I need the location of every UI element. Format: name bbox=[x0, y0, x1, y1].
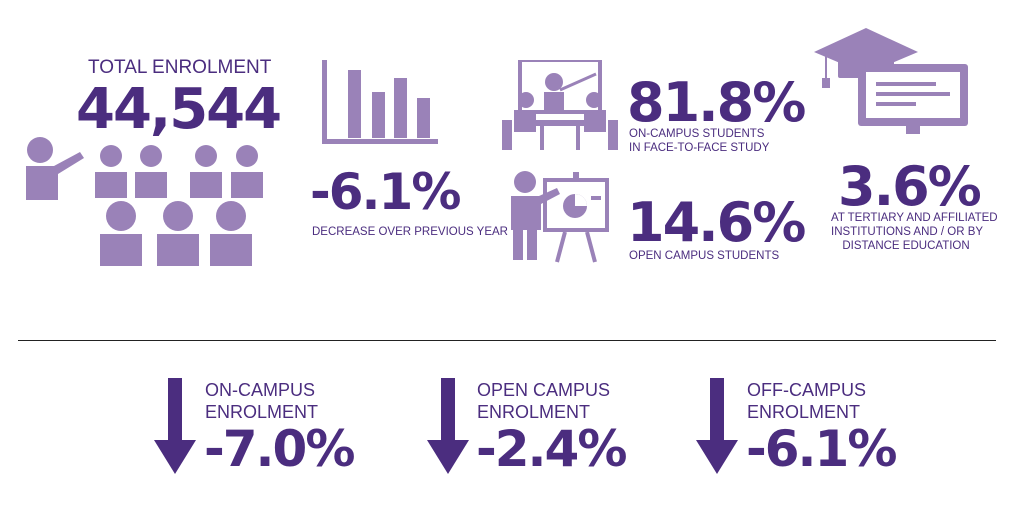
arrow-down-icon bbox=[696, 378, 738, 474]
people-group-icon bbox=[18, 130, 268, 270]
tertiary-caption-2: INSTITUTIONS AND / OR BY bbox=[831, 226, 984, 238]
face-to-face-caption-2: IN FACE-TO-FACE STUDY bbox=[629, 142, 770, 154]
on-campus-value: -7.0% bbox=[204, 420, 355, 478]
decrease-value: -6.1% bbox=[310, 163, 461, 221]
off-campus-label-1: OFF-CAMPUS bbox=[747, 380, 866, 400]
open-campus-value: 14.6% bbox=[627, 191, 806, 254]
total-enrolment-value: 44,544 bbox=[76, 77, 282, 142]
arrow-down-icon bbox=[154, 378, 196, 474]
tertiary-value: 3.6% bbox=[838, 155, 982, 218]
bar-chart-icon bbox=[320, 60, 440, 150]
presenter-icon bbox=[505, 170, 615, 265]
total-enrolment-label: TOTAL ENROLMENT bbox=[88, 57, 272, 78]
face-to-face-value: 81.8% bbox=[627, 71, 806, 134]
section-divider bbox=[18, 340, 996, 341]
classroom-icon bbox=[500, 60, 620, 160]
on-campus-label-2: ENROLMENT bbox=[205, 402, 319, 422]
tertiary-caption-3: DISTANCE EDUCATION bbox=[842, 240, 970, 252]
open-campus-enrol-label-1: OPEN CAMPUS bbox=[477, 380, 611, 400]
tertiary-caption-1: AT TERTIARY AND AFFILIATED bbox=[831, 212, 998, 224]
decrease-caption: DECREASE OVER PREVIOUS YEAR bbox=[312, 226, 508, 238]
open-campus-enrol-value: -2.4% bbox=[476, 420, 627, 478]
face-to-face-caption-1: ON-CAMPUS STUDENTS bbox=[629, 128, 765, 140]
on-campus-label-1: ON-CAMPUS bbox=[205, 380, 316, 400]
off-campus-value: -6.1% bbox=[746, 420, 897, 478]
open-campus-caption: OPEN CAMPUS STUDENTS bbox=[629, 250, 780, 262]
graduation-computer-icon bbox=[814, 16, 970, 136]
off-campus-label-2: ENROLMENT bbox=[747, 402, 861, 422]
arrow-down-icon bbox=[427, 378, 469, 474]
open-campus-enrol-label-2: ENROLMENT bbox=[477, 402, 591, 422]
